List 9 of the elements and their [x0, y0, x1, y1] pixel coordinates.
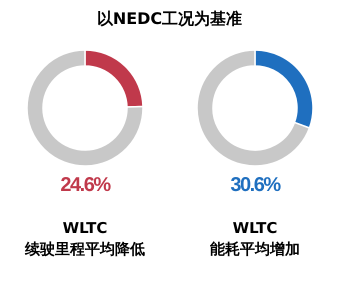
chart-title: 以NEDC工况为基准 [96, 9, 242, 28]
text: WLTC [62, 219, 108, 237]
text: WLTC [232, 219, 278, 237]
text: 能耗平均增加 [210, 240, 300, 258]
donut-slice [26, 49, 144, 167]
donut-slice [196, 49, 310, 167]
text: 续驶里程平均降低 [24, 240, 145, 258]
text: 30.6% [230, 174, 282, 196]
text: 24.6% [60, 174, 112, 196]
